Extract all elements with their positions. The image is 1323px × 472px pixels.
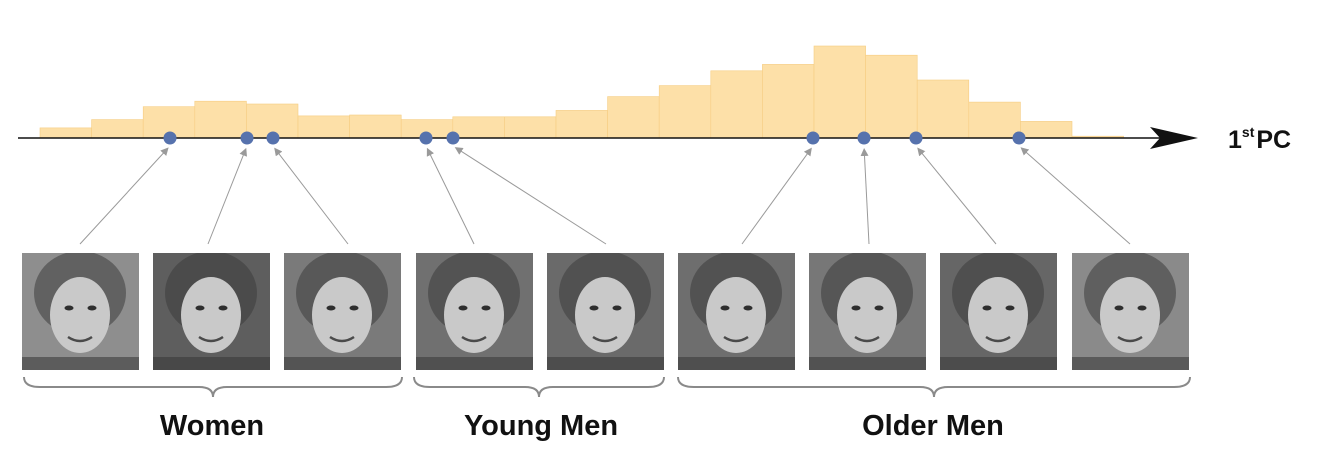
projection-point bbox=[163, 131, 177, 145]
histogram-bar bbox=[865, 54, 918, 139]
histogram-bar bbox=[607, 96, 660, 139]
connector-arrow bbox=[741, 147, 812, 245]
connector-arrow bbox=[1020, 147, 1131, 245]
histogram-bar bbox=[452, 116, 505, 139]
histogram-bar bbox=[762, 64, 815, 139]
face-photo bbox=[284, 253, 401, 370]
face-photos bbox=[22, 253, 1189, 370]
projection-point bbox=[857, 131, 871, 145]
histogram-bar bbox=[813, 45, 866, 139]
histogram-bar bbox=[297, 115, 350, 139]
group-label-young-men: Young Men bbox=[463, 410, 619, 442]
histogram-bar bbox=[916, 79, 970, 139]
face-photo bbox=[940, 253, 1057, 370]
pc-axis bbox=[18, 127, 1198, 149]
histogram-bar bbox=[555, 110, 608, 139]
connector-arrow bbox=[454, 147, 607, 245]
face-photo bbox=[22, 253, 139, 370]
group-label-women: Women bbox=[159, 410, 265, 442]
axis-label-superscript: st bbox=[1241, 124, 1255, 140]
connector-arrow bbox=[426, 147, 475, 245]
group-label-older-men: Older Men bbox=[862, 410, 1004, 442]
face-photo bbox=[547, 253, 664, 370]
histogram-bar bbox=[194, 100, 247, 139]
connector-arrow bbox=[274, 147, 349, 245]
axis-label-text: PC bbox=[1256, 126, 1292, 154]
axis-label: 1stPC bbox=[1228, 124, 1291, 155]
projection-point bbox=[240, 131, 254, 145]
histogram-bar bbox=[504, 116, 557, 139]
connector-arrow bbox=[917, 147, 997, 245]
histogram bbox=[39, 45, 1124, 139]
projection-point bbox=[266, 131, 280, 145]
face-photo bbox=[153, 253, 270, 370]
projection-point bbox=[806, 131, 820, 145]
group-brace bbox=[23, 376, 403, 398]
projection-point bbox=[419, 131, 433, 145]
projection-point bbox=[909, 131, 923, 145]
face-photo bbox=[416, 253, 533, 370]
face-photo bbox=[809, 253, 926, 370]
axis-arrowhead-icon bbox=[1150, 127, 1198, 149]
group-brace bbox=[413, 376, 665, 398]
histogram-bar bbox=[1020, 121, 1073, 139]
projection-point bbox=[446, 131, 460, 145]
histogram-bar bbox=[710, 70, 763, 139]
face-photo bbox=[1072, 253, 1189, 370]
projection-point bbox=[1012, 131, 1026, 145]
group-brace bbox=[677, 376, 1191, 398]
histogram-bar bbox=[39, 127, 92, 139]
axis-label-number: 1 bbox=[1228, 126, 1242, 154]
projection-points bbox=[163, 131, 1026, 145]
histogram-bar bbox=[349, 114, 402, 139]
histogram-bar bbox=[968, 101, 1021, 139]
connector-arrow bbox=[79, 147, 169, 245]
group-braces bbox=[23, 376, 1191, 398]
connector-arrow bbox=[860, 148, 870, 245]
connector-arrows bbox=[79, 147, 1131, 245]
face-photo bbox=[678, 253, 795, 370]
histogram-bar bbox=[658, 85, 712, 139]
histogram-bar bbox=[91, 119, 144, 139]
connector-arrow bbox=[207, 147, 247, 245]
